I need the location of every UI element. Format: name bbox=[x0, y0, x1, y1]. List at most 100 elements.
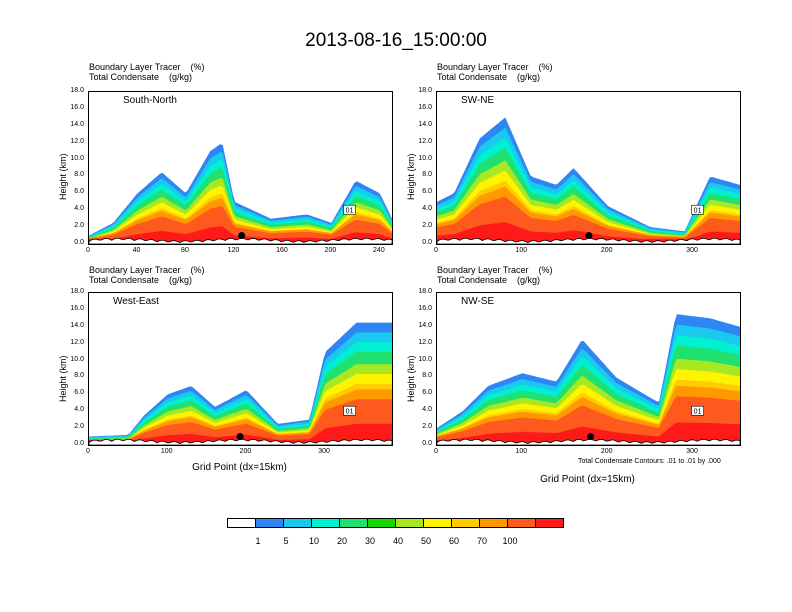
x-tick-label: 0 bbox=[434, 448, 438, 455]
colorbar-label: 60 bbox=[448, 536, 459, 546]
x-tick-label: 0 bbox=[434, 247, 438, 254]
panel-header-line1: Boundary Layer Tracer (%) bbox=[437, 265, 553, 275]
colorbar-label: 30 bbox=[364, 536, 375, 546]
x-tick-label: 200 bbox=[600, 247, 613, 254]
tracer-band-8 bbox=[89, 399, 392, 445]
y-tick-label: 12.0 bbox=[418, 137, 432, 145]
location-marker bbox=[585, 232, 593, 240]
y-tick-label: 12.0 bbox=[418, 338, 432, 346]
x-tick-label: 120 bbox=[227, 247, 240, 254]
colorbar-label: 1 bbox=[255, 536, 261, 546]
plot-area: 01 SW-NE bbox=[436, 91, 741, 245]
x-tick-label: 300 bbox=[686, 448, 698, 455]
colorbar-label: 70 bbox=[476, 536, 487, 546]
x-tick-label: 40 bbox=[132, 247, 141, 254]
y-tick-label: 8.0 bbox=[74, 372, 84, 380]
colorbar-cell bbox=[479, 518, 508, 528]
panel-title: South-North bbox=[123, 95, 177, 106]
heatmap-svg: 01 bbox=[89, 144, 392, 244]
contour-label-box bbox=[691, 204, 704, 215]
panel-header-line1: Boundary Layer Tracer (%) bbox=[437, 62, 553, 72]
colorbar-cell bbox=[395, 518, 424, 528]
colorbar-cell bbox=[283, 518, 312, 528]
contour-label: 01 bbox=[694, 208, 702, 215]
contour-label: 01 bbox=[346, 409, 354, 416]
panel-header-line2: Total Condensate (g/kg) bbox=[89, 275, 193, 285]
contour-label: 01 bbox=[694, 409, 702, 416]
x-tick-label: 300 bbox=[686, 247, 698, 254]
y-tick-label: 8.0 bbox=[74, 171, 84, 179]
contour-label-box bbox=[691, 405, 704, 416]
x-tick-label: 100 bbox=[160, 448, 173, 455]
y-tick-label: 2.0 bbox=[422, 222, 432, 230]
location-marker bbox=[238, 232, 246, 240]
panel-title: West-East bbox=[113, 296, 159, 307]
panel-title: SW-NE bbox=[461, 95, 495, 106]
colorbar-cell bbox=[339, 518, 368, 528]
y-tick-label: 14.0 bbox=[418, 120, 432, 128]
x-tick-label: 80 bbox=[181, 247, 189, 254]
y-tick-label: 6.0 bbox=[422, 389, 432, 397]
y-tick-label: 16.0 bbox=[70, 103, 84, 111]
colorbar-cell bbox=[255, 518, 284, 528]
x-tick-label: 100 bbox=[515, 247, 528, 254]
y-tick-label: 14.0 bbox=[70, 321, 84, 329]
y-tick-label: 18.0 bbox=[418, 288, 432, 295]
y-tick-label: 0.0 bbox=[422, 440, 432, 447]
y-tick-label: 8.0 bbox=[422, 171, 432, 179]
y-tick-label: 6.0 bbox=[422, 188, 432, 196]
colorbar-label: 20 bbox=[336, 536, 347, 546]
y-tick-label: 2.0 bbox=[74, 423, 84, 431]
y-tick-label: 4.0 bbox=[74, 406, 84, 414]
figure-title: 2013-08-16_15:00:00 bbox=[305, 30, 487, 51]
heatmap-svg: 01 bbox=[437, 117, 740, 244]
y-tick-label: 10.0 bbox=[418, 355, 432, 363]
colorbar-cell bbox=[451, 518, 480, 528]
y-tick-label: 6.0 bbox=[74, 389, 84, 397]
y-tick-label: 10.0 bbox=[418, 154, 432, 162]
colorbar-label: 5 bbox=[283, 536, 289, 546]
x-axis-label: Grid Point (dx=15km) bbox=[192, 462, 287, 473]
contour-label: 01 bbox=[346, 208, 354, 215]
y-tick-label: 4.0 bbox=[74, 205, 84, 213]
y-tick-label: 18.0 bbox=[418, 87, 432, 94]
plot-area: 01 West-East bbox=[88, 292, 393, 446]
tracer-band-9 bbox=[89, 423, 392, 445]
y-tick-label: 16.0 bbox=[70, 304, 84, 312]
y-tick-label: 4.0 bbox=[422, 406, 432, 414]
x-tick-label: 200 bbox=[600, 448, 613, 455]
panel-header-line2: Total Condensate (g/kg) bbox=[437, 72, 541, 82]
colorbar-cell bbox=[507, 518, 536, 528]
panel-header-line1: Boundary Layer Tracer (%) bbox=[89, 62, 205, 72]
x-tick-label: 200 bbox=[239, 448, 252, 455]
y-tick-label: 14.0 bbox=[418, 321, 432, 329]
y-tick-label: 6.0 bbox=[74, 188, 84, 196]
x-axis-label: Grid Point (dx=15km) bbox=[540, 474, 635, 485]
y-tick-label: 4.0 bbox=[422, 205, 432, 213]
location-marker bbox=[587, 433, 595, 441]
y-tick-label: 16.0 bbox=[418, 103, 432, 111]
colorbar-cell bbox=[227, 518, 256, 528]
x-tick-label: 200 bbox=[324, 247, 337, 254]
colorbar-cell bbox=[311, 518, 340, 528]
panel-header-line2: Total Condensate (g/kg) bbox=[89, 72, 193, 82]
x-tick-label: 100 bbox=[515, 448, 528, 455]
heatmap-svg: 01 bbox=[437, 314, 740, 445]
y-tick-label: 0.0 bbox=[422, 239, 432, 246]
colorbar-cell bbox=[535, 518, 564, 528]
colorbar-label: 10 bbox=[308, 536, 319, 546]
y-tick-label: 18.0 bbox=[70, 87, 84, 94]
y-tick-label: 0.0 bbox=[74, 440, 84, 447]
contour-label-box bbox=[343, 405, 356, 416]
x-tick-label: 160 bbox=[276, 247, 288, 254]
y-tick-label: 12.0 bbox=[70, 338, 84, 346]
location-marker bbox=[236, 433, 244, 441]
panel-header-line2: Total Condensate (g/kg) bbox=[437, 275, 541, 285]
y-tick-label: 16.0 bbox=[418, 304, 432, 312]
colorbar-cell bbox=[423, 518, 452, 528]
colorbar-label: 100 bbox=[502, 536, 518, 546]
y-tick-label: 18.0 bbox=[70, 288, 84, 295]
colorbar-label: 40 bbox=[392, 536, 403, 546]
plot-area: 01 NW-SE bbox=[436, 292, 741, 446]
plot-area: 01 South-North bbox=[88, 91, 393, 245]
